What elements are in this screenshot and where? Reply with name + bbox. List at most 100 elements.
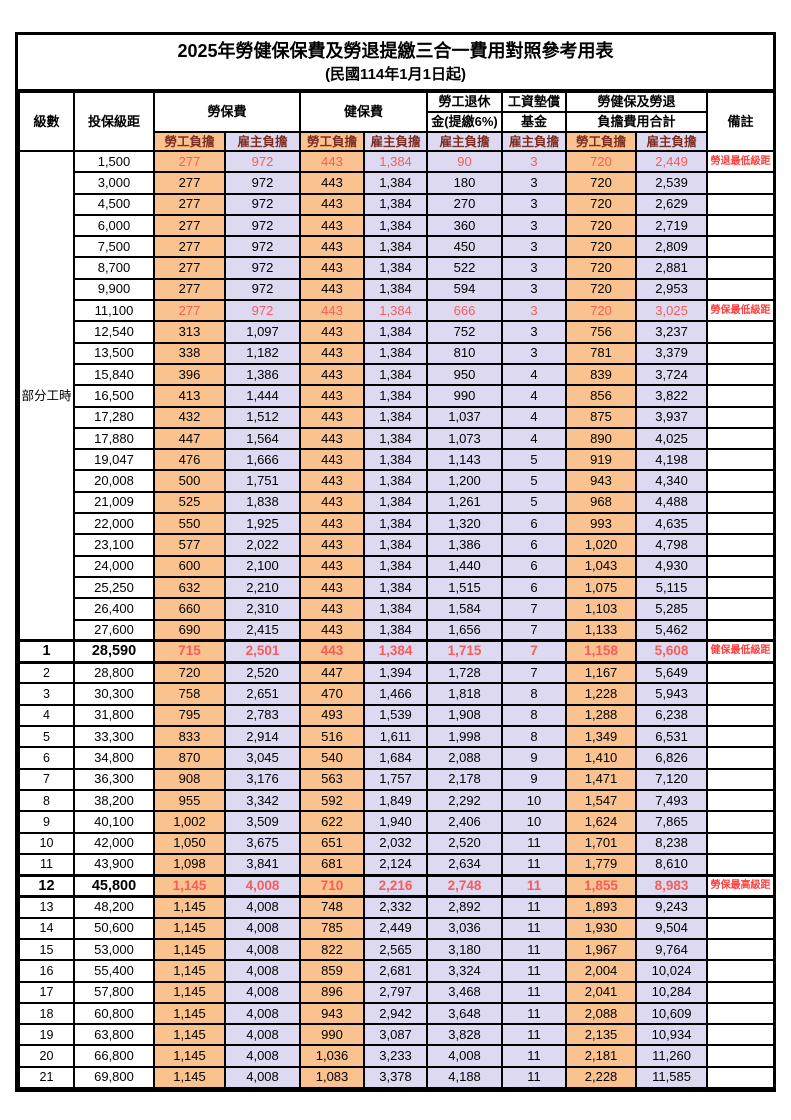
level-cell: 3 [18,682,75,706]
value-cell: 3 [501,235,568,259]
value-cell: 839 [565,362,638,387]
value-cell: 1,444 [223,384,302,408]
value-cell: 972 [223,171,302,195]
bracket-cell: 6,000 [73,213,155,238]
value-cell: 4,008 [223,895,302,919]
value-cell: 8,610 [635,852,709,877]
col-header-bracket: 投保級距 [73,91,155,152]
value-cell: 1,384 [363,384,429,408]
value-cell: 1,384 [363,448,429,472]
remark-cell [706,426,776,451]
value-cell: 7 [501,661,568,685]
bracket-cell: 38,200 [73,788,155,813]
value-cell: 4,008 [223,1044,302,1068]
subheader-wage-fund-employer: 雇主負擔 [501,131,568,152]
bracket-cell: 24,000 [73,554,155,578]
value-cell: 4,008 [223,1001,302,1026]
value-cell: 1,893 [565,895,638,919]
value-cell: 6 [501,512,568,536]
value-cell: 1,584 [426,597,504,621]
level-cell: 10 [18,831,75,855]
table-row: 12,540 313 1,097 443 1,384 752 3 756 3,237 [19,320,776,344]
value-cell: 443 [299,426,366,451]
value-cell: 4,025 [635,426,709,451]
value-cell: 1,145 [153,1023,226,1047]
table-row: 8 38,200 955 3,342 592 1,849 2,292 10 1,547 7,493 [18,788,776,813]
value-cell: 3,675 [223,831,302,855]
value-cell: 1,182 [223,341,302,365]
value-cell: 3,180 [426,937,504,962]
rows-body: 部分工時 1,500 277 972 443 1,384 90 3 720 2,449 勞退最低級距… [18,149,776,1090]
value-cell: 1,394 [363,661,429,685]
table-row: 3 30,300 758 2,651 470 1,466 1,818 8 1,228 5,943 [18,682,776,706]
value-cell: 3,087 [363,1023,429,1047]
level-cell: 4 [18,703,75,728]
value-cell: 875 [565,405,638,429]
table-row: 16 55,400 1,145 4,008 859 2,681 3,324 11 2,004 10… [18,959,776,983]
value-cell: 748 [299,895,366,919]
value-cell: 622 [299,810,366,834]
value-cell: 1,384 [363,341,429,365]
value-cell: 5,462 [635,618,709,642]
value-cell: 3 [501,256,568,280]
table-row: 17 57,800 1,145 4,008 896 2,797 3,468 11 2,041 10… [18,980,776,1004]
value-cell: 277 [153,277,226,302]
page-title: 2025年勞健保保費及勞退提繳三合一費用對照參考用表 [177,41,614,61]
value-cell: 1,320 [426,512,504,536]
value-cell: 11,260 [635,1044,709,1068]
remark-cell [706,512,776,536]
level-cell: 7 [18,767,75,791]
value-cell: 972 [223,192,302,216]
value-cell: 943 [565,469,638,493]
value-cell: 1,384 [363,597,429,621]
remark-cell [706,235,776,259]
remark-cell [706,554,776,578]
value-cell: 1,143 [426,448,504,472]
table-row: 25,250 632 2,210 443 1,384 1,515 6 1,075 5,115 [19,575,776,600]
value-cell: 1,849 [363,788,429,813]
level-cell: 20 [18,1044,75,1068]
remark-cell [706,725,776,749]
level-cell: 17 [18,980,75,1004]
bracket-cell: 33,300 [73,725,155,749]
remark-cell [706,831,776,855]
value-cell: 2,629 [635,192,709,216]
bracket-cell: 25,250 [73,575,155,600]
level-cell: 11 [18,852,75,877]
bracket-cell: 21,009 [73,490,155,515]
table-row: 5 33,300 833 2,914 516 1,611 1,998 8 1,349 6,531 [18,725,776,749]
bracket-cell: 69,800 [73,1065,155,1090]
value-cell: 1,384 [363,256,429,280]
value-cell: 715 [153,639,226,664]
value-cell: 443 [299,362,366,387]
value-cell: 1,384 [363,469,429,493]
value-cell: 447 [153,426,226,451]
remark-cell [706,533,776,557]
level-cell: 6 [18,746,75,770]
value-cell: 919 [565,448,638,472]
col-header-pension-line2: 金(提繳6%) [426,111,504,133]
level-cell: 1 [18,639,75,664]
value-cell: 493 [299,703,366,728]
remark-cell [706,213,776,238]
value-cell: 4,198 [635,448,709,472]
remark-cell [706,448,776,472]
value-cell: 1,073 [426,426,504,451]
value-cell: 2,748 [426,873,504,898]
value-cell: 3,176 [223,767,302,791]
value-cell: 5,285 [635,597,709,621]
reference-table: 2025年勞健保保費及勞退提繳三合一費用對照參考用表 (民國114年1月1日起)… [15,32,776,1093]
bracket-cell: 7,500 [73,235,155,259]
part-time-label-cell: 部分工時 [18,150,75,642]
value-cell: 2,520 [426,831,504,855]
value-cell: 1,998 [426,725,504,749]
value-cell: 443 [299,192,366,216]
value-cell: 1,020 [565,533,638,557]
value-cell: 450 [426,235,504,259]
table-row: 9 40,100 1,002 3,509 622 1,940 2,406 10 1,624 7,8… [18,810,776,834]
value-cell: 710 [299,873,366,898]
bracket-cell: 40,100 [73,810,155,834]
value-cell: 968 [565,490,638,515]
value-cell: 2,942 [363,1001,429,1026]
value-cell: 720 [565,277,638,302]
